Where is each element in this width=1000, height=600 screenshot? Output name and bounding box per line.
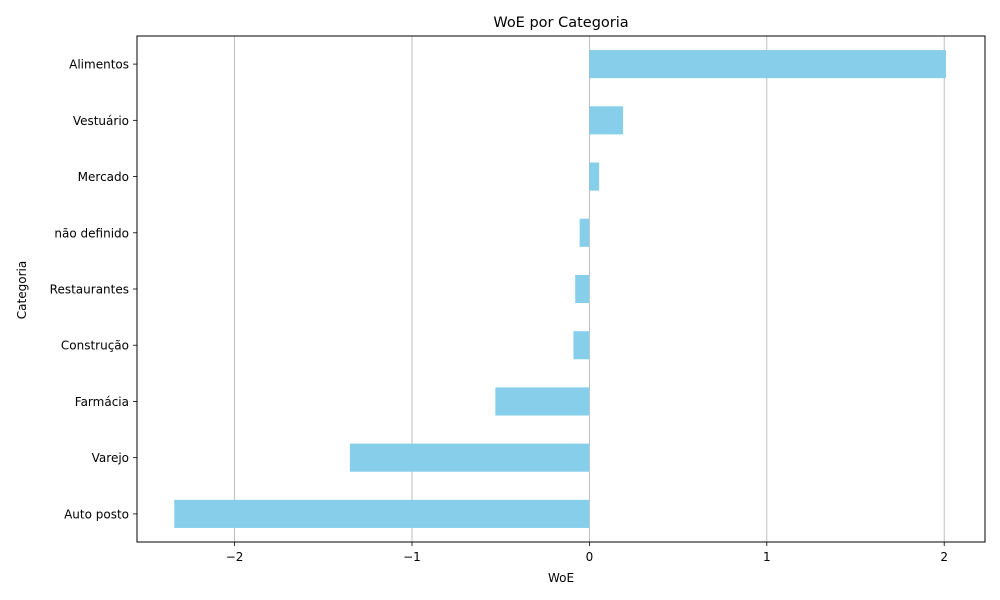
bar (589, 106, 624, 135)
x-tick-label: −1 (403, 550, 421, 564)
bar (495, 387, 590, 416)
y-tick-label: Alimentos (69, 58, 129, 72)
x-axis-label: WoE (548, 571, 574, 585)
y-axis-label: Categoria (15, 261, 29, 319)
y-tick-label: Mercado (78, 170, 129, 184)
bar (579, 218, 590, 247)
y-tick-label: Auto posto (64, 507, 129, 521)
x-tick-label: 1 (763, 550, 771, 564)
bar (589, 162, 600, 191)
x-tick-label: 2 (940, 550, 948, 564)
x-axis-ticks: −2 −1 0 1 2 (226, 542, 948, 564)
y-tick-label: Farmácia (75, 395, 129, 409)
y-tick-label: Vestuário (73, 114, 129, 128)
y-axis-ticks: Alimentos Vestuário Mercado não definido Res… (50, 58, 137, 521)
x-tick-label: −2 (226, 550, 244, 564)
bar (174, 499, 590, 528)
chart-title: WoE por Categoria (493, 15, 628, 31)
bar (573, 331, 590, 360)
bars (174, 50, 946, 528)
y-tick-label: não definido (54, 226, 129, 240)
y-tick-label: Restaurantes (50, 283, 129, 297)
x-tick-label: 0 (586, 550, 594, 564)
bar (575, 274, 590, 304)
y-tick-label: Varejo (92, 451, 129, 465)
bar (589, 50, 946, 79)
y-tick-label: Construção (61, 339, 129, 353)
bar (349, 443, 590, 472)
